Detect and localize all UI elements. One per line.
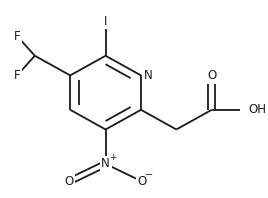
- Text: −: −: [145, 170, 153, 180]
- Text: N: N: [101, 157, 110, 170]
- Text: OH: OH: [248, 103, 266, 116]
- Text: O: O: [137, 175, 147, 188]
- Text: I: I: [104, 15, 107, 28]
- Text: F: F: [14, 30, 20, 43]
- Text: O: O: [207, 69, 216, 82]
- Text: O: O: [64, 175, 74, 188]
- Text: F: F: [14, 69, 20, 82]
- Text: N: N: [144, 69, 153, 82]
- Text: +: +: [109, 152, 116, 162]
